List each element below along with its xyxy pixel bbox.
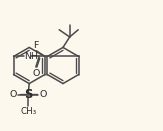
Text: S: S <box>24 88 32 101</box>
Text: O: O <box>32 69 39 78</box>
Text: F: F <box>33 41 38 50</box>
Text: NH: NH <box>24 52 38 61</box>
Text: O: O <box>39 90 47 99</box>
Text: CH₃: CH₃ <box>20 107 36 116</box>
Text: O: O <box>10 90 17 99</box>
